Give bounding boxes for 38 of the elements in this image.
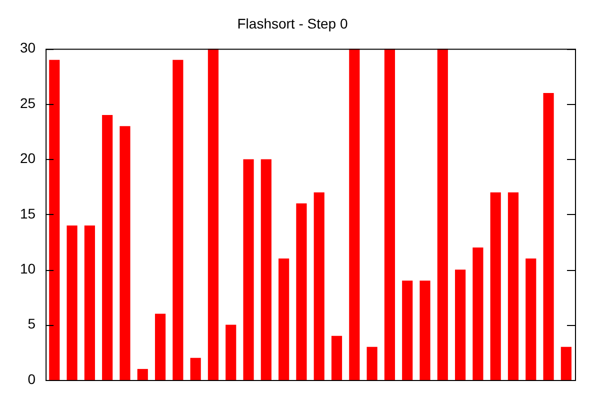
bar bbox=[402, 280, 413, 380]
bar bbox=[49, 60, 60, 380]
bar bbox=[243, 159, 254, 380]
bar bbox=[560, 346, 572, 380]
y-tick-label: 25 bbox=[20, 94, 36, 111]
bar bbox=[172, 60, 184, 380]
bar bbox=[384, 48, 395, 380]
bar bbox=[137, 368, 148, 380]
bar bbox=[349, 48, 360, 380]
chart-title: Flashsort - Step 0 bbox=[237, 15, 348, 32]
bar bbox=[226, 324, 236, 380]
bar bbox=[454, 270, 466, 380]
y-tick-label: 5 bbox=[28, 316, 36, 332]
bar bbox=[66, 225, 78, 380]
bar bbox=[120, 126, 130, 380]
bar bbox=[296, 203, 307, 380]
bar bbox=[366, 346, 378, 380]
bar bbox=[472, 248, 484, 380]
bar bbox=[543, 92, 554, 380]
y-tick-label: 10 bbox=[20, 260, 36, 276]
bar bbox=[314, 192, 324, 380]
bar bbox=[154, 314, 166, 380]
bar bbox=[190, 358, 201, 380]
bar bbox=[490, 192, 501, 380]
bar bbox=[437, 48, 448, 380]
bar bbox=[208, 48, 219, 380]
bar bbox=[84, 225, 95, 380]
bar bbox=[331, 336, 342, 380]
y-tick-label: 0 bbox=[28, 370, 36, 387]
y-tick-label: 15 bbox=[20, 205, 36, 222]
bar bbox=[420, 280, 430, 380]
bar bbox=[102, 115, 113, 380]
bar bbox=[508, 192, 519, 380]
bar bbox=[260, 159, 272, 380]
bar bbox=[526, 258, 536, 380]
y-tick-label: 30 bbox=[20, 40, 36, 56]
y-tick-label: 20 bbox=[20, 150, 36, 166]
bar bbox=[278, 258, 290, 380]
